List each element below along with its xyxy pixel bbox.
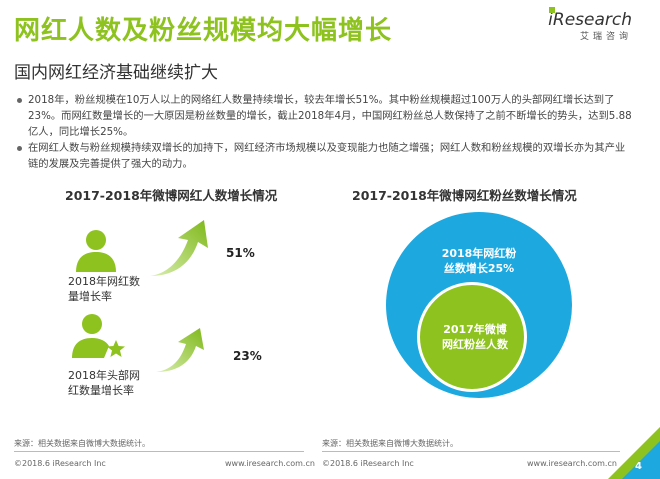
fans-2017-label-line: 2017年微博 [443,323,507,336]
corner-decoration [608,427,660,479]
person-icon [76,230,116,272]
growth-label: 2018年网红数 量增长率 [68,274,140,304]
footer-divider [322,451,620,452]
page-subtitle: 国内网红经济基础继续扩大 [14,63,218,83]
source-note: 来源：相关数据来自微博大数据统计。 [322,439,458,448]
growth-arrow-icon [150,220,208,276]
footer-divider [14,451,304,452]
growth-label-line: 量增长率 [68,290,112,303]
fans-2018-label: 2018年网红粉 丝数增长25% [420,246,538,276]
page-title: 网红人数及粉丝规模均大幅增长 [14,16,393,46]
growth-label-line: 2018年网红数 [68,275,140,288]
website-url: www.iresearch.com.cn [225,459,315,468]
growth-label-line: 2018年头部网 [68,369,140,382]
bullet-item: 2018年，粉丝规模在10万人以上的网络红人数量持续增长，较去年增长51%。其中… [14,92,634,140]
growth-label-line: 红数量增长率 [68,384,134,397]
fans-2018-label-line: 2018年网红粉 [441,247,517,260]
growth-value: 51% [226,246,255,260]
growth-arrow-icon [156,328,204,372]
copyright: ©2018.6 iResearch Inc [322,459,414,468]
fans-2018-label-line: 丝数增长25% [443,262,515,275]
brand-logo: iResearch 艾瑞咨询 [522,7,632,42]
left-chart-title: 2017-2018年微博网红人数增长情况 [65,188,278,203]
fans-2017-label-line: 网红粉丝人数 [442,338,508,351]
bullet-item: 在网红人数与粉丝规模持续双增长的加持下，网红经济市场规模以及变现能力也随之增强；… [14,140,634,172]
brand-cn: 艾瑞咨询 [579,32,632,42]
fans-2017-label: 2017年微博 网红粉丝人数 [420,322,530,352]
right-chart-title: 2017-2018年微博网红粉丝数增长情况 [352,188,577,203]
bullet-list: 2018年，粉丝规模在10万人以上的网络红人数量持续增长，较去年增长51%。其中… [14,92,634,172]
growth-label: 2018年头部网 红数量增长率 [68,368,140,398]
person-star-icon [72,314,125,358]
page-number: 4 [635,461,642,472]
brand-name: iResearch [548,7,632,30]
source-note: 来源：相关数据来自微博大数据统计。 [14,439,150,448]
fans-2017-circle [417,282,527,392]
website-url: www.iresearch.com.cn [527,459,617,468]
copyright: ©2018.6 iResearch Inc [14,459,106,468]
growth-value: 23% [233,349,262,363]
